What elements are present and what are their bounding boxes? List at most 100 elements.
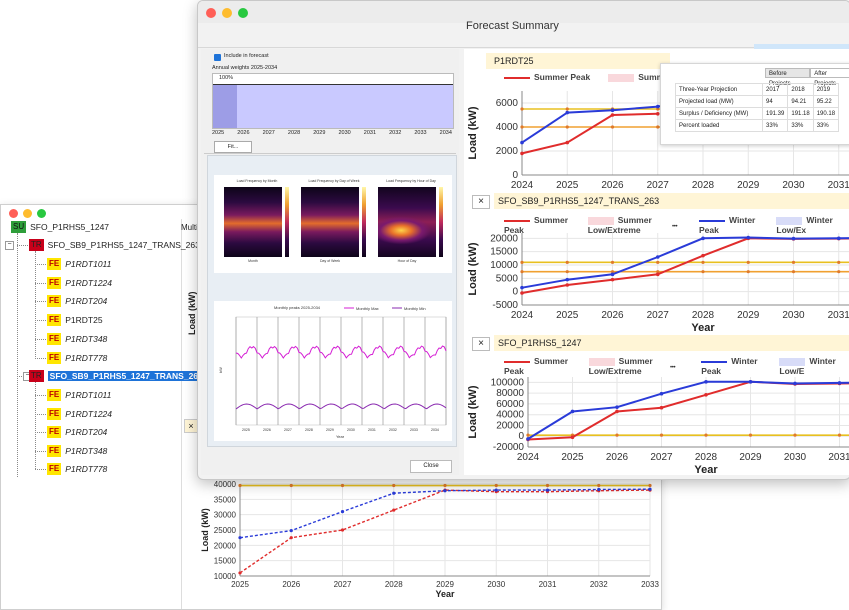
tab-after-projects[interactable]: After Projects [810,68,849,87]
heatmap-title: Load Frequency by Day of Week [308,179,360,183]
tree-item-label: P1RDT1224 [65,409,113,419]
heatmap-title: Load Frequency by Month [236,179,278,183]
tree-item-p1rdt204[interactable]: FE P1RDT204 [47,294,107,308]
threshold-point [791,270,796,274]
x-tick-label: 2027 [647,310,670,321]
tree-item-p1rdt1224[interactable]: FE P1RDT1224 [47,407,112,421]
legend-label: Monthly Min [404,306,426,311]
series-point [615,405,619,409]
minimize-dot-icon[interactable] [23,209,32,218]
tree-item-p1rdt348[interactable]: FE P1RDT348 [47,444,107,458]
type-badge: FE [47,445,62,457]
threshold-point [656,260,660,264]
heatmap-2: Load Frequency by Day of Week Day of Week [299,179,369,267]
panel-close-icon[interactable]: × [184,419,198,433]
y-tick-label: 40000 [496,410,524,421]
tab-before-projects[interactable]: Before Projects [765,68,811,87]
series-point [610,272,615,277]
table-row: Surplus / Deficiency (MW) 191.39 191.18 190… [675,107,840,120]
x-tick-label: 2031 [828,310,849,321]
settings-panel: Include in forecast Annual weights 2025-… [201,49,459,475]
multi-label: Multi [181,223,198,232]
y-tick-label: 40000 [214,480,237,489]
close-dot-icon[interactable] [206,8,216,18]
close-button[interactable]: Close [410,460,452,473]
tree-item-sfo-sb9-p1rhs5-1247-trans-264[interactable]: TR SFO_SB9_P1RHS5_1247_TRANS_264 [29,369,205,383]
y-tick-label: 60000 [496,399,524,410]
close-dot-icon[interactable] [9,209,18,218]
fit-button[interactable]: Fit... [214,141,252,153]
table-cell: 33% [761,119,789,132]
x-tick-label: 2030 [782,180,805,191]
x-tick-label: 2029 [737,180,760,191]
tree-item-p1rdt1011[interactable]: FE P1RDT1011 [47,388,111,402]
monthly-xtick: 2026 [263,428,271,432]
y-tick-label: 80000 [496,388,524,399]
table-header-row: Three-Year Projection 2017 2018 2019 [675,83,840,96]
maximize-dot-icon[interactable] [37,209,46,218]
panel-title-trans263: SFO_SB9_P1RHS5_1247_TRANS_263 [494,193,849,209]
y-axis-label: Load (kW) [200,508,210,552]
heatmap-xlabel: Day of Week [320,259,340,263]
charts-panel: P1RDT25 Summer Peak Summer Low/ 02000400… [464,44,849,475]
heatmaps-card: Load Frequency by Month Month Load Frequen… [214,175,452,273]
x-tick-label: 2028 [692,180,715,191]
more-dots[interactable]: • • • [670,365,676,371]
heatmap-xlabel: Month [248,259,258,263]
tree-item-label: SFO_P1RHS5_1247 [30,222,110,232]
series-point [659,391,664,396]
type-badge: FE [47,389,62,401]
series-point [238,571,242,575]
y-tick-label: 0 [512,170,518,181]
tree-item-p1rdt778[interactable]: FE P1RDT778 [47,351,107,365]
series-point [793,381,797,386]
tree-item-p1rdt204[interactable]: FE P1RDT204 [47,425,107,439]
include-label: Include in forecast [224,53,269,59]
projection-table: Three-Year Projection 2017 2018 2019 Project… [675,83,840,132]
include-checkbox[interactable] [214,54,221,61]
series-point [610,108,615,112]
tree-item-p1rdt778[interactable]: FE P1RDT778 [47,462,107,476]
table-cell: 94 [761,95,789,108]
x-tick-label: 2031 [828,452,849,463]
series-point [545,488,550,492]
series-point [340,510,345,514]
type-badge: FE [47,258,62,270]
series-point [655,272,660,277]
y-tick-label: 10000 [214,572,237,581]
x-tick-label: 2033 [641,580,659,589]
y-tick-label: 4000 [496,122,519,133]
weights-chart[interactable]: 100% [212,73,454,129]
threshold-point [565,107,569,111]
monthly-xtick: 2032 [389,428,397,432]
tree-item-label: SFO_SB9_P1RHS5_1247_TRANS_263 [47,240,200,250]
tree-item-p1rdt1011[interactable]: FE P1RDT1011 [47,257,111,271]
x-tick-label: 2031 [828,180,849,191]
y-axis-label: Load (kW) [467,242,479,295]
y-tick-label: 25000 [214,526,237,535]
type-badge: FE [47,463,62,475]
x-tick-label: 2026 [282,580,300,589]
collapse-toggle-icon[interactable]: − [5,241,14,250]
monthly-xtick: 2025 [242,428,250,432]
threshold-point [565,260,569,264]
panel-close-icon[interactable]: × [472,195,490,209]
tree-item-label: P1RDT1011 [65,259,112,269]
tree-item-p1rdt348[interactable]: FE P1RDT348 [47,332,107,346]
weights-year-label: 2031 [363,130,377,136]
tree-item-sfo-sb9-p1rhs5-1247-trans-263[interactable]: TR SFO_SB9_P1RHS5_1247_TRANS_263 [29,238,200,252]
more-dots[interactable]: • • • [672,224,678,230]
tree-connector [35,469,46,470]
minimize-dot-icon[interactable] [222,8,232,18]
table-cell: Surplus / Deficiency (MW) [675,107,763,120]
series-point [615,409,619,414]
type-badge: FE [47,426,62,438]
tree-item-p1rdt1224[interactable]: FE P1RDT1224 [47,276,112,290]
maximize-dot-icon[interactable] [238,8,248,18]
panel-close-icon[interactable]: × [472,337,490,351]
tree-item-sfo-p1rhs5-1247[interactable]: SU SFO_P1RHS5_1247 [11,220,109,234]
series-point [655,112,660,116]
series-point [836,236,841,241]
tree-item-p1rdt25[interactable]: FE P1RDT25 [47,313,103,327]
threshold-point [656,125,660,129]
